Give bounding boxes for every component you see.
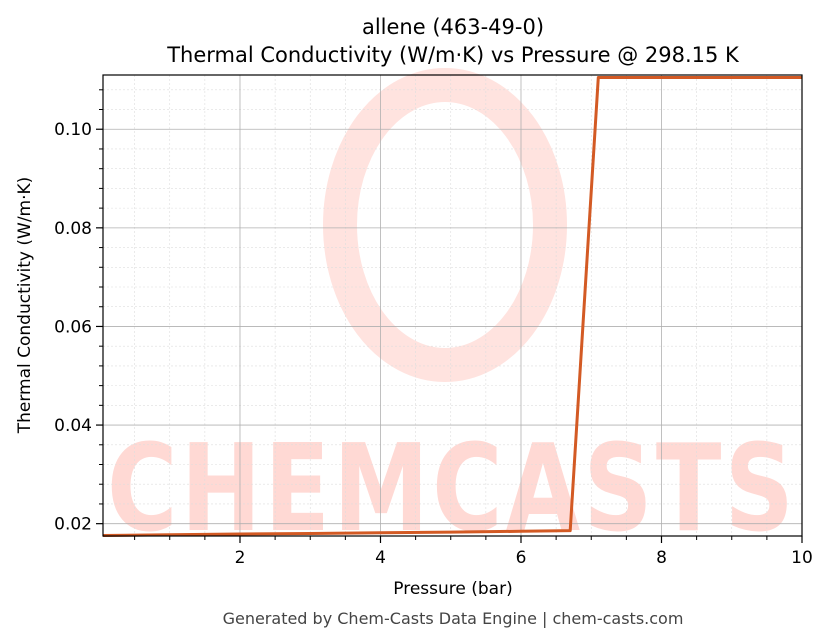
plot-frame xyxy=(102,74,803,537)
x-axis-ticks: 2 4 6 8 10 xyxy=(134,536,813,568)
watermark-logo-ring xyxy=(323,68,567,382)
y-tick-label: 0.04 xyxy=(54,416,92,436)
y-axis-ticks: 0.02 0.04 0.06 0.08 0.10 xyxy=(54,89,103,535)
x-axis-label: Pressure (bar) xyxy=(393,579,512,599)
y-tick-label: 0.10 xyxy=(54,120,92,140)
major-grid xyxy=(103,75,802,536)
x-tick-label: 4 xyxy=(375,548,386,568)
y-tick-label: 0.08 xyxy=(54,219,92,239)
series-layer xyxy=(102,76,802,537)
x-tick-label: 6 xyxy=(516,548,527,568)
x-tick-label: 8 xyxy=(656,548,667,568)
x-tick-label: 10 xyxy=(791,548,813,568)
y-tick-label: 0.02 xyxy=(54,515,92,535)
chart-title: allene (463-49-0) xyxy=(362,15,544,39)
y-tick-label: 0.06 xyxy=(54,317,92,337)
watermark-text: CHEMCASTS xyxy=(107,420,797,559)
minor-grid xyxy=(103,75,802,536)
series-line xyxy=(102,76,802,537)
watermark: CHEMCASTS xyxy=(107,68,797,559)
x-tick-label: 2 xyxy=(235,548,246,568)
y-axis-label: Thermal Conductivity (W/m·K) xyxy=(15,177,35,435)
footer-credit: Generated by Chem-Casts Data Engine | ch… xyxy=(223,609,684,628)
chart-subtitle: Thermal Conductivity (W/m·K) vs Pressure… xyxy=(166,43,740,67)
